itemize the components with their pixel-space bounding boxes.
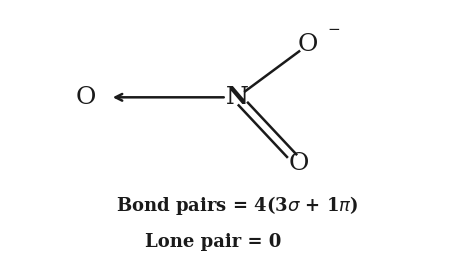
Text: N: N <box>226 85 248 109</box>
Text: O: O <box>75 86 95 109</box>
Text: Bond pairs = 4(3$\sigma$ + 1$\pi$): Bond pairs = 4(3$\sigma$ + 1$\pi$) <box>116 194 358 217</box>
Text: O: O <box>289 151 309 175</box>
Text: O: O <box>298 33 318 56</box>
Text: −: − <box>328 23 340 37</box>
Text: Lone pair = 0: Lone pair = 0 <box>145 233 282 251</box>
